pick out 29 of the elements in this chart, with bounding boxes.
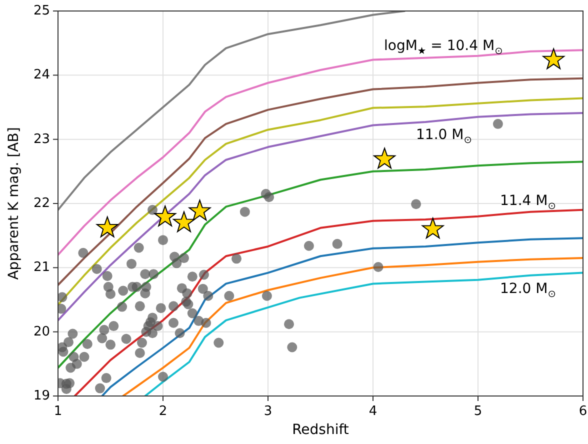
y-tick-label: 20 bbox=[33, 324, 50, 340]
line-series bbox=[101, 237, 583, 396]
line-series bbox=[58, 160, 583, 369]
point bbox=[374, 148, 396, 169]
point bbox=[154, 205, 176, 226]
y-axis-title: Apparent K mag. [AB] bbox=[6, 127, 22, 280]
annotation: logM$_{★}$ = 10.4 M$_{⊙}$ bbox=[384, 38, 503, 58]
point bbox=[173, 211, 195, 232]
y-tick-label: 25 bbox=[33, 4, 50, 19]
point bbox=[96, 216, 118, 238]
y-tick-label: 22 bbox=[33, 196, 50, 212]
x-axis-title: Redshift bbox=[292, 422, 350, 438]
x-tick-label: 3 bbox=[264, 404, 272, 419]
annotation: 12.0 M$_{⊙}$ bbox=[500, 280, 556, 300]
x-tick-label: 4 bbox=[368, 404, 378, 419]
y-tick-label: 19 bbox=[33, 388, 50, 404]
y-tick-label: 23 bbox=[33, 132, 50, 147]
annotation: 11.4 M$_{⊙}$ bbox=[500, 192, 556, 212]
y-tick-label: 21 bbox=[33, 260, 50, 276]
point bbox=[542, 48, 565, 70]
point bbox=[188, 200, 211, 221]
y-tick-label: 24 bbox=[33, 68, 50, 83]
point bbox=[422, 218, 444, 239]
x-tick-label: 1 bbox=[54, 404, 62, 419]
line-series bbox=[74, 208, 583, 396]
x-tick-label: 6 bbox=[578, 404, 588, 419]
x-tick-label: 2 bbox=[158, 404, 168, 419]
annotation: 11.0 M$_{⊙}$ bbox=[416, 126, 472, 146]
x-tick-label: 5 bbox=[474, 404, 482, 419]
